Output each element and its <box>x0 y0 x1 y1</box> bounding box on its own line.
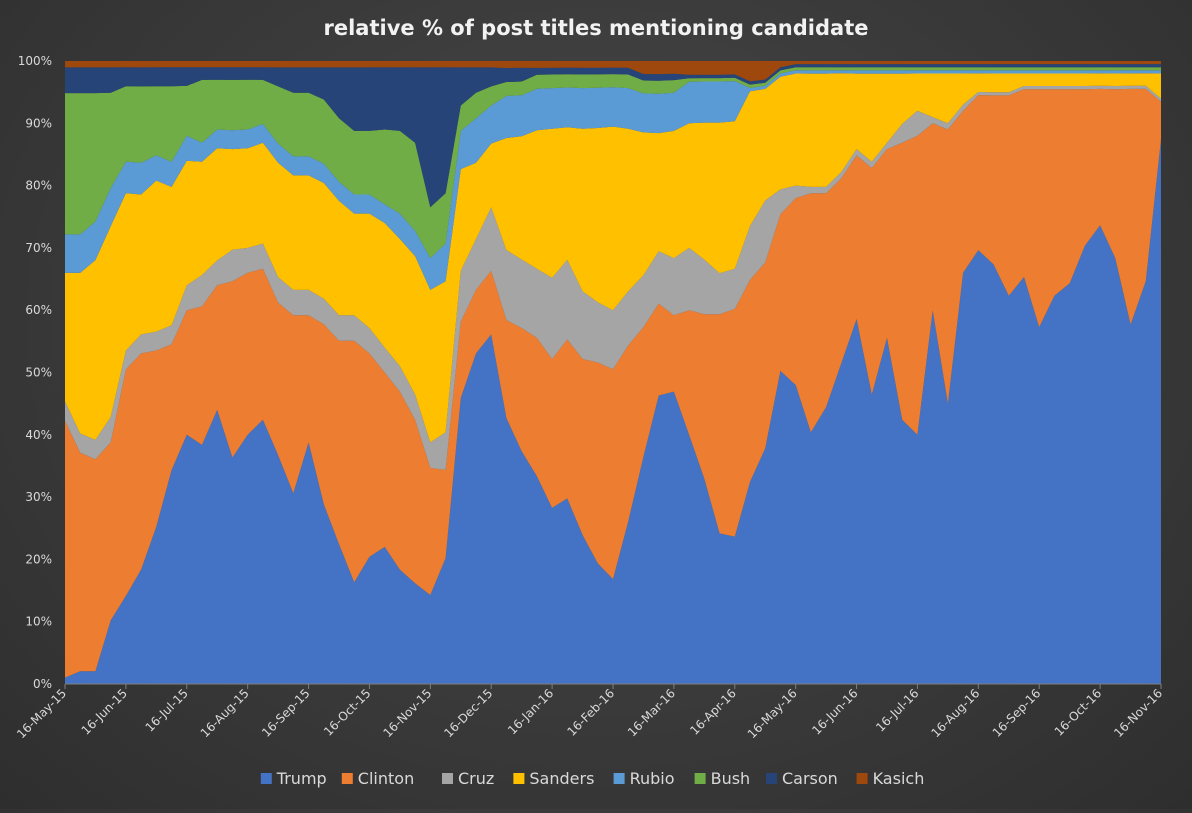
legend-item-bush: Bush <box>694 769 751 788</box>
area-series-clinton <box>65 88 1161 678</box>
x-tick-label: 16-Aug-16 <box>928 686 982 740</box>
x-tick-label: 16-Sep-15 <box>259 686 313 740</box>
x-tick-label: 16-Nov-15 <box>381 686 435 740</box>
y-axis: 0% 10% 20% 30% 40% 50% 60% 70% 80% 90% 100% <box>18 54 52 691</box>
x-tick-label: 16-Mar-16 <box>625 686 678 739</box>
y-tick-label: 50% <box>25 366 52 380</box>
chart-title: relative % of post titles mentioning can… <box>324 16 869 40</box>
legend-swatch <box>766 773 777 784</box>
area-series-carson <box>65 64 1161 208</box>
y-tick-label: 90% <box>25 116 52 130</box>
legend-label: Clinton <box>358 769 414 788</box>
x-tick-label: 16-Jul-15 <box>143 686 191 734</box>
y-tick-label: 100% <box>18 54 52 68</box>
area-series-sanders <box>65 73 1161 443</box>
legend-item-kasich: Kasich <box>856 769 925 788</box>
legend-swatch <box>613 773 625 784</box>
y-tick-label: 40% <box>25 428 52 442</box>
legend-swatch <box>513 773 525 784</box>
x-tick-label: 16-Feb-16 <box>564 686 617 739</box>
x-tick-label: 16-Aug-15 <box>198 686 252 740</box>
legend-item-rubio: Rubio <box>613 769 675 788</box>
area-series-rubio <box>65 70 1161 290</box>
x-tick-label: 16-May-15 <box>14 686 69 741</box>
x-tick-label: 16-Jun-16 <box>809 686 860 737</box>
area-series-group <box>65 61 1161 685</box>
y-tick-label: 80% <box>25 179 52 193</box>
legend-swatch <box>856 773 868 784</box>
x-tick-label: 16-Jun-15 <box>79 686 130 737</box>
legend-item-trump: Trump <box>260 769 327 788</box>
y-tick-label: 0% <box>33 677 52 691</box>
area-series-bush <box>65 67 1161 259</box>
legend-swatch <box>260 773 272 784</box>
legend-item-carson: Carson <box>766 769 838 788</box>
legend: Trump Clinton Cruz Sanders Rubio Bush Carson Ka… <box>260 769 925 788</box>
y-tick-label: 30% <box>25 490 52 504</box>
x-tick-label: 16-Oct-15 <box>321 686 374 739</box>
y-tick-label: 60% <box>25 303 52 317</box>
legend-label: Trump <box>276 769 327 788</box>
x-tick-label: 16-Jul-16 <box>873 686 921 734</box>
legend-swatch <box>341 773 353 784</box>
x-axis: 16-May-15 16-Jun-15 16-Jul-15 16-Aug-15 16-S… <box>14 683 1165 741</box>
x-tick-label: 16-Nov-16 <box>1111 686 1165 740</box>
legend-label: Rubio <box>630 769 675 788</box>
x-tick-label: 16-Dec-15 <box>441 686 495 740</box>
x-tick-label: 16-Sep-16 <box>990 686 1044 740</box>
legend-swatch <box>442 773 453 784</box>
y-tick-label: 20% <box>25 552 52 566</box>
legend-label: Cruz <box>458 769 494 788</box>
legend-swatch <box>694 773 706 784</box>
x-tick-label: 16-May-16 <box>745 686 800 741</box>
x-tick-label: 16-Oct-16 <box>1052 686 1105 739</box>
y-tick-label: 10% <box>25 615 52 629</box>
legend-label: Bush <box>711 769 751 788</box>
area-series-kasich <box>65 61 1161 82</box>
x-tick-label: 16-Apr-16 <box>687 686 739 738</box>
area-series-trump <box>65 139 1161 685</box>
y-tick-label: 70% <box>25 241 52 255</box>
legend-label: Sanders <box>529 769 594 788</box>
legend-label: Kasich <box>873 769 925 788</box>
legend-item-cruz: Cruz <box>442 769 494 788</box>
legend-label: Carson <box>782 769 838 788</box>
legend-item-clinton: Clinton <box>341 769 414 788</box>
legend-item-sanders: Sanders <box>513 769 594 788</box>
x-tick-label: 16-Jan-16 <box>505 686 556 737</box>
